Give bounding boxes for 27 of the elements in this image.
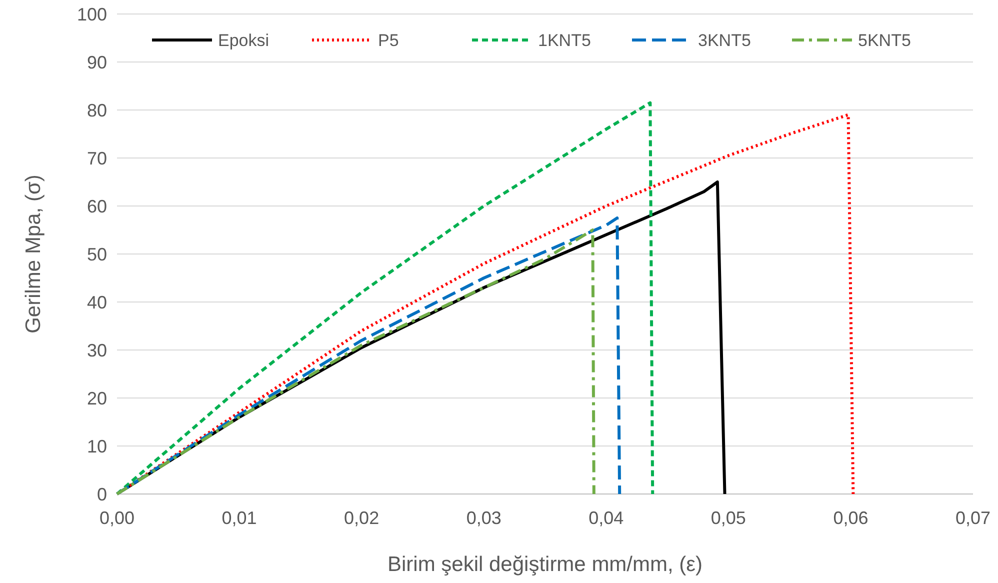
y-tick-label: 60 xyxy=(86,196,107,216)
y-tick-label: 90 xyxy=(86,52,107,72)
legend-label: P5 xyxy=(378,30,399,50)
y-tick-label: 20 xyxy=(86,388,107,408)
x-tick-label: 0,04 xyxy=(588,508,624,528)
line-series xyxy=(116,101,654,496)
x-tick-label: 0,03 xyxy=(466,508,502,528)
y-tick-label: 100 xyxy=(76,4,107,24)
y-tick-label: 40 xyxy=(86,292,107,312)
y-tick-label: 80 xyxy=(86,100,107,120)
y-tick-label: 10 xyxy=(86,436,107,456)
x-tick-label: 0,02 xyxy=(344,508,380,528)
y-tick-label: 0 xyxy=(96,484,107,504)
x-tick-label: 0,01 xyxy=(222,508,257,528)
legend-label: 1KNT5 xyxy=(538,30,591,50)
y-axis-title: Gerilme Mpa, (σ) xyxy=(22,174,45,334)
y-tick-label: 50 xyxy=(86,244,107,264)
x-tick-label: 0,06 xyxy=(833,508,868,528)
x-tick-label: 0,00 xyxy=(99,508,135,528)
x-tick-label: 0,05 xyxy=(710,508,746,528)
legend-label: 3KNT5 xyxy=(698,30,751,50)
x-tick-label: 0,07 xyxy=(955,508,991,528)
legend-label: 5KNT5 xyxy=(858,30,911,50)
x-axis-title: Birim şekil değiştirme mm/mm, (ε) xyxy=(387,553,703,576)
legend-label: Epoksi xyxy=(218,30,270,50)
y-tick-label: 30 xyxy=(86,340,107,360)
y-tick-label: 70 xyxy=(86,148,107,168)
